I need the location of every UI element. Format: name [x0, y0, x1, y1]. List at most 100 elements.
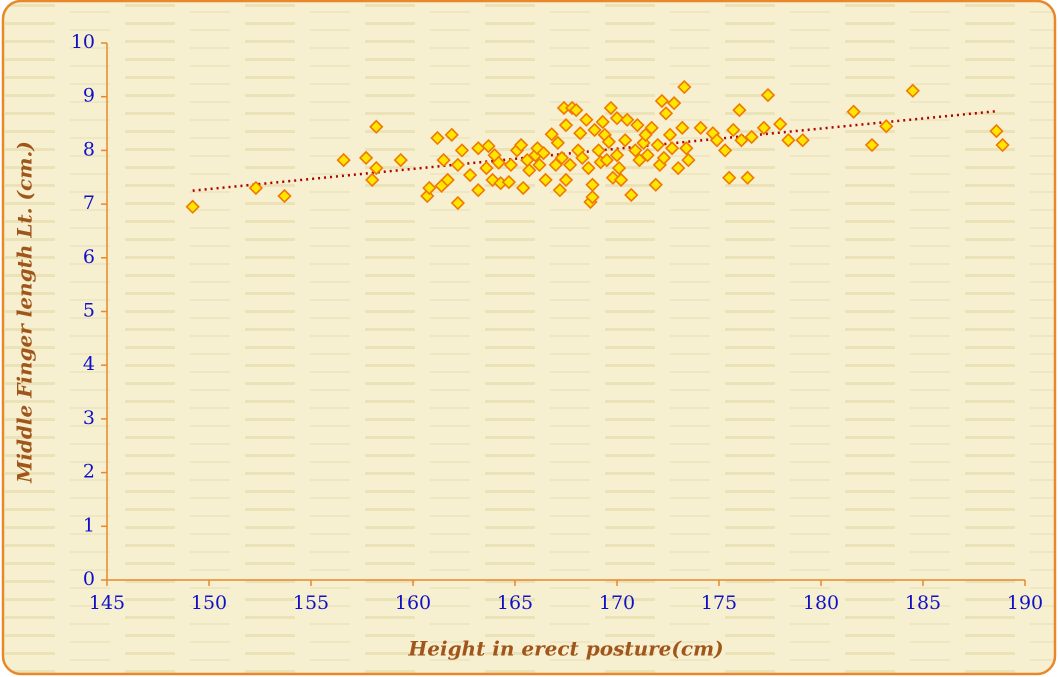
point: [522, 163, 537, 178]
point: [471, 183, 486, 198]
point: [624, 187, 639, 203]
point: [664, 141, 680, 156]
y-tick-label: 8: [83, 138, 95, 160]
x-tick-label: 175: [701, 592, 737, 614]
y-tick-label: 4: [83, 353, 95, 375]
point: [709, 133, 725, 148]
point: [369, 119, 384, 134]
x-tick-label: 160: [395, 592, 431, 614]
point: [677, 79, 692, 95]
point: [846, 104, 861, 119]
point: [581, 160, 596, 176]
point: [550, 135, 565, 151]
point: [905, 83, 920, 98]
point: [513, 137, 529, 153]
point: [454, 143, 470, 158]
point: [503, 157, 519, 173]
point: [573, 126, 588, 141]
point: [644, 120, 659, 135]
point: [879, 119, 894, 134]
point: [436, 152, 451, 168]
point: [450, 157, 466, 173]
point: [544, 127, 559, 142]
point: [575, 150, 590, 166]
point: [491, 155, 506, 170]
point: [336, 152, 351, 168]
x-tick-label: 155: [293, 592, 329, 614]
x-tick-label: 170: [599, 592, 635, 614]
point: [393, 152, 408, 168]
x-tick-label: 150: [191, 592, 227, 614]
point: [656, 150, 672, 166]
point: [601, 134, 616, 149]
point: [640, 148, 655, 163]
point: [538, 172, 553, 188]
point: [579, 112, 594, 127]
point: [760, 87, 776, 103]
y-tick-label: 0: [83, 568, 95, 590]
point: [369, 160, 384, 176]
x-axis-label: Height in erect posture(cm): [407, 637, 723, 661]
point: [562, 157, 578, 173]
point: [609, 111, 625, 126]
point: [648, 177, 663, 192]
y-axis-label: Middle Finger length Lt. (cm.): [13, 141, 37, 484]
point: [732, 102, 747, 118]
point: [365, 172, 380, 188]
point: [662, 127, 678, 142]
point: [450, 195, 466, 211]
point: [536, 145, 551, 161]
point: [501, 174, 517, 190]
point: [552, 183, 568, 198]
point: [781, 133, 796, 148]
y-tick-label: 6: [83, 246, 95, 268]
point: [675, 120, 690, 135]
y-tick-label: 3: [83, 407, 95, 429]
point: [679, 141, 694, 156]
point: [585, 189, 600, 205]
point: [587, 122, 602, 138]
point: [611, 160, 627, 176]
point: [479, 160, 494, 176]
point: [430, 130, 445, 146]
point: [773, 116, 788, 132]
point: [422, 180, 437, 196]
x-tick-label: 165: [497, 592, 533, 614]
y-tick-label: 10: [71, 31, 95, 53]
point: [666, 96, 682, 111]
y-tick-label: 2: [83, 461, 95, 483]
point: [558, 172, 574, 188]
y-tick-label: 1: [83, 514, 95, 536]
point: [613, 172, 629, 188]
x-tick-label: 185: [905, 592, 941, 614]
y-tick-label: 9: [83, 85, 95, 107]
point: [277, 188, 292, 204]
y-tick-label: 7: [83, 192, 95, 214]
point: [444, 127, 459, 142]
x-tick-label: 190: [1007, 592, 1043, 614]
point: [995, 137, 1010, 153]
point: [654, 93, 670, 109]
point: [569, 102, 584, 118]
point: [693, 120, 708, 135]
point: [554, 150, 570, 166]
y-tick-label: 5: [83, 300, 95, 322]
point: [599, 152, 614, 168]
point: [558, 118, 574, 133]
point: [726, 122, 741, 138]
point: [358, 150, 374, 166]
point: [603, 100, 619, 116]
x-tick-label: 180: [803, 592, 839, 614]
point: [795, 133, 810, 148]
point: [532, 157, 547, 173]
point: [481, 138, 496, 154]
x-tick-label: 145: [89, 592, 125, 614]
point: [628, 143, 643, 158]
point: [516, 180, 531, 196]
point: [591, 143, 606, 158]
point: [609, 148, 625, 163]
point: [630, 118, 645, 133]
